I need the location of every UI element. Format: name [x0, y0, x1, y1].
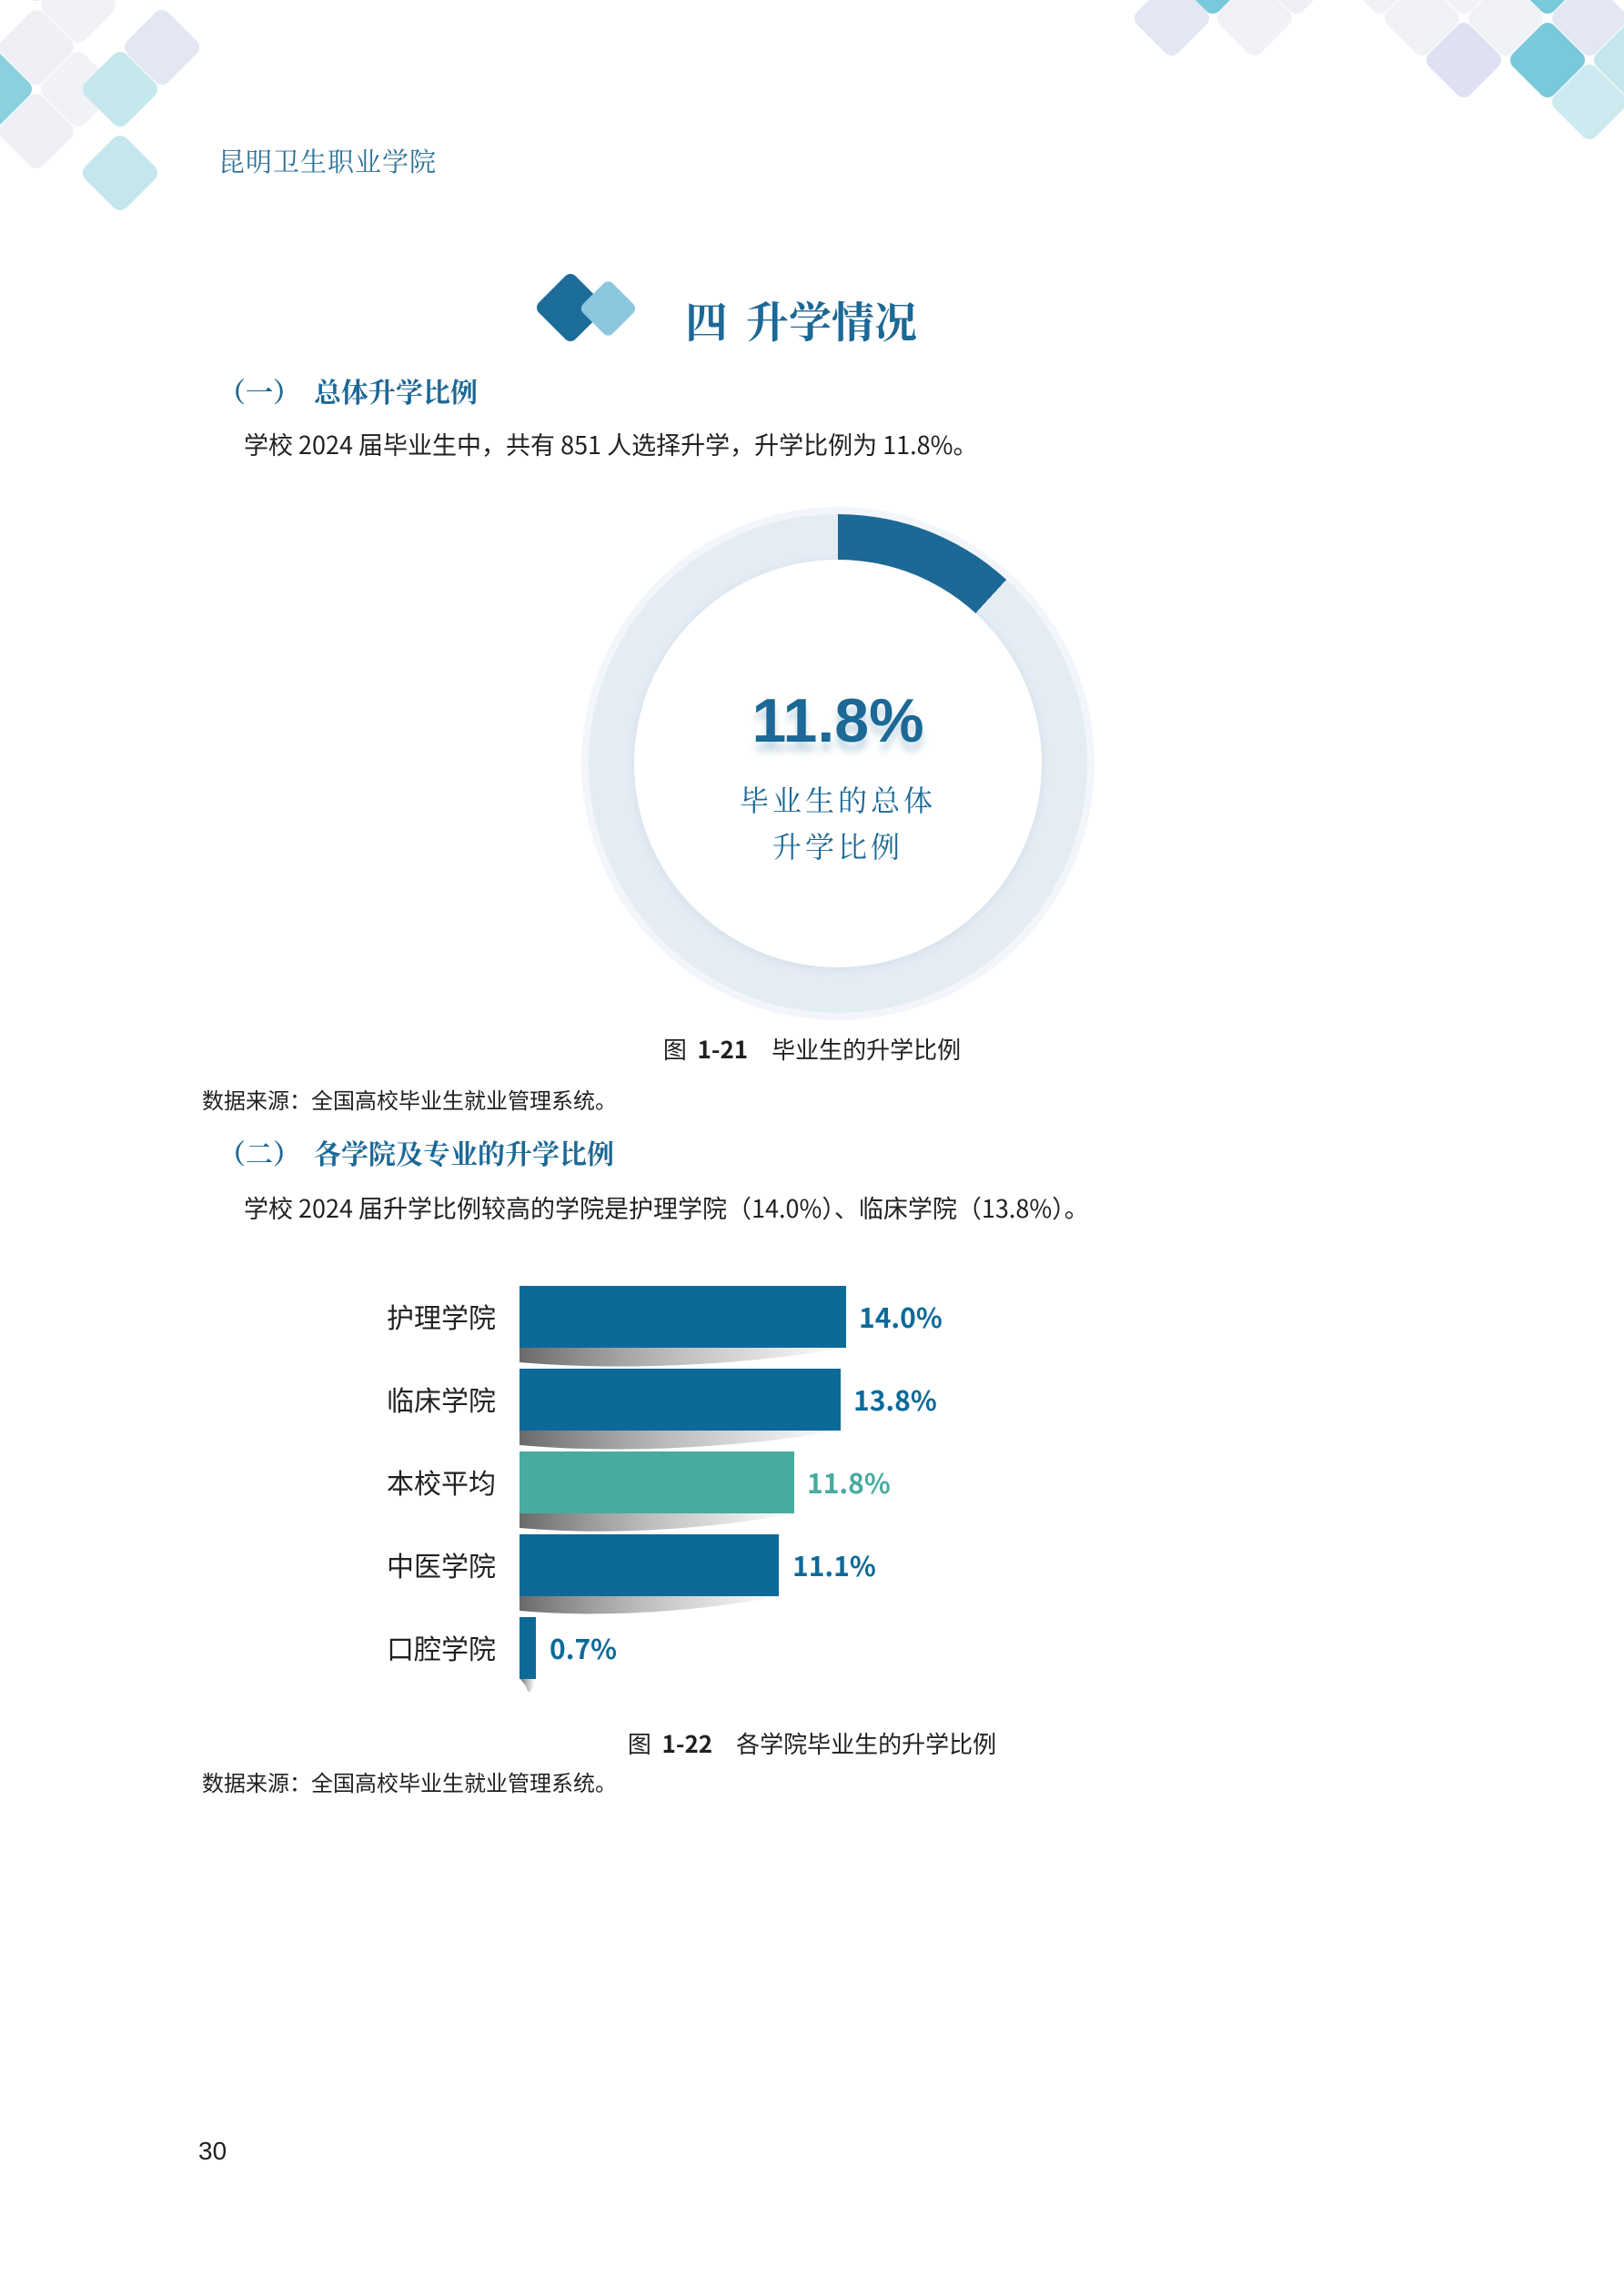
- svg-text:13.8%: 13.8%: [853, 1379, 937, 1419]
- svg-text:14.0%: 14.0%: [859, 1296, 943, 1336]
- svg-text:本校平均: 本校平均: [387, 1462, 496, 1502]
- svg-text:11.1%: 11.1%: [792, 1544, 876, 1584]
- svg-text:11.8%: 11.8%: [807, 1462, 891, 1502]
- svg-text:口腔学院: 口腔学院: [387, 1627, 496, 1667]
- svg-text:护理学院: 护理学院: [387, 1296, 496, 1336]
- svg-text:0.7%: 0.7%: [550, 1627, 617, 1667]
- svg-text:中医学院: 中医学院: [387, 1544, 496, 1584]
- svg-text:临床学院: 临床学院: [387, 1379, 496, 1419]
